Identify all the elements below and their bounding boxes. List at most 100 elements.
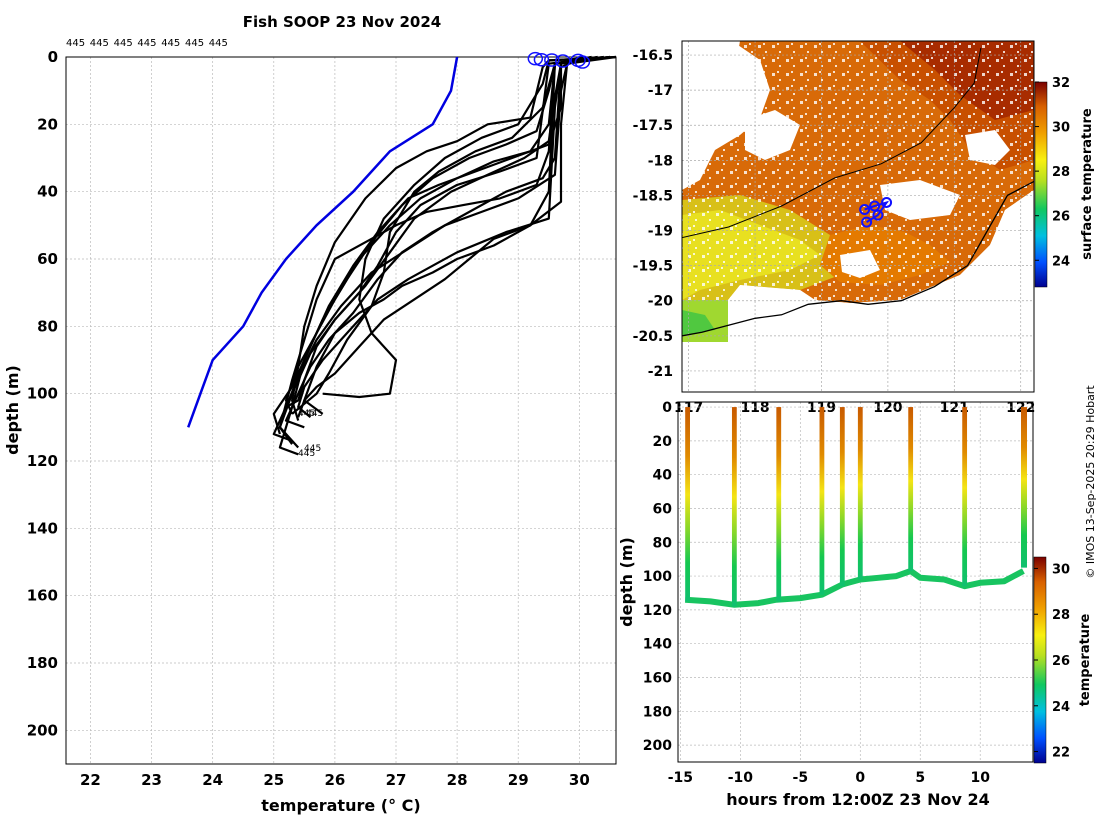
cast-location-marker: [859, 203, 871, 215]
top-cast-label: 445: [137, 38, 156, 49]
left-chart-title: Fish SOOP 23 Nov 2024: [243, 13, 441, 31]
cast-location-marker: [861, 216, 873, 228]
map-y-tick-label: -19: [648, 224, 673, 240]
cast-profile-bar: [685, 407, 690, 602]
left-y-tick-label: 160: [27, 587, 58, 605]
map-track-markers: [859, 196, 893, 228]
left-y-tick-label: 20: [37, 115, 58, 133]
section-y-tick-label: 0: [662, 400, 672, 416]
left-x-tick-label: 30: [569, 771, 590, 789]
temperature-profile-line: [322, 55, 617, 399]
left-x-axis-label: temperature (° C): [261, 796, 420, 815]
left-y-tick-label: 100: [27, 385, 58, 403]
temperature-profile-line: [284, 55, 586, 415]
left-x-tick-label: 24: [202, 771, 223, 789]
top-cast-label: 445: [90, 38, 109, 49]
left-profiles: [187, 51, 617, 456]
temperature-profile-line: [303, 55, 617, 415]
map-y-tick-label: -20.5: [633, 329, 673, 345]
sst-colorbar: [1034, 81, 1048, 288]
map-y-tick-label: -19.5: [633, 259, 673, 275]
left-y-tick-label: 60: [37, 250, 58, 268]
section-x-tick-label: -5: [793, 770, 809, 786]
top-cast-label: 445: [185, 38, 204, 49]
top-cast-label: 445: [114, 38, 133, 49]
surface-marker: [544, 53, 560, 67]
left-axes-frame: [65, 56, 617, 765]
left-y-tick-label: 200: [27, 721, 58, 739]
coastline: [682, 180, 1034, 337]
section-gridlines: [678, 402, 1033, 762]
section-x-tick-label: 10: [970, 770, 990, 786]
map-y-tick-label: -17.5: [633, 118, 673, 134]
sst-colorbar-tick-label: 30: [1052, 121, 1070, 136]
temperature-colorbar-label: temperature: [1078, 614, 1093, 707]
section-y-tick-label: 140: [643, 637, 672, 653]
cast-profile-bar: [819, 407, 825, 595]
temperature-profile-line: [278, 55, 598, 449]
profile-end-label: 445: [298, 409, 315, 419]
section-y-axis-label: depth (m): [617, 537, 636, 627]
temperature-profile-line: [291, 55, 611, 415]
profile-end-label: 445: [304, 444, 321, 454]
left-x-tick-label: 28: [447, 771, 468, 789]
section-y-tick-label: 100: [643, 569, 672, 585]
map-x-tick-label: 118: [740, 400, 769, 416]
map-axes-frame: [681, 40, 1035, 393]
temperature-colorbar-tick-label: 26: [1052, 654, 1070, 669]
section-x-tick-label: -15: [668, 770, 693, 786]
sst-map-panel: 117118119120121122-16.5-17-17.5-18-18.5-…: [633, 40, 1095, 416]
section-casts: [684, 407, 1028, 608]
section-y-tick-label: 20: [653, 434, 673, 450]
cast-profile-bar: [839, 407, 845, 587]
left-x-tick-label: 25: [263, 771, 284, 789]
section-axes-frame: [677, 401, 1034, 763]
map-x-tick-label: 122: [1006, 400, 1035, 416]
left-gridlines: [66, 56, 616, 764]
left-y-axis-label: depth (m): [3, 365, 22, 455]
temperature-profile-line: [285, 55, 604, 409]
section-panel: -15 -10 -5 0 5 10020406080100120140160180200 …: [617, 400, 1093, 809]
left-tick-labels: 22 23 24 25 26 27 28 29 30 0 20 40 60 80 100 120 140 160 1…: [27, 48, 590, 789]
map-y-tick-label: -16.5: [633, 48, 673, 64]
map-x-tick-label: 120: [873, 400, 902, 416]
section-y-tick-label: 160: [643, 670, 672, 686]
left-x-tick-label: 27: [386, 771, 407, 789]
temperature-profile-line: [297, 55, 592, 418]
temperature-colorbar-tick-label: 28: [1052, 608, 1070, 623]
section-y-tick-label: 60: [653, 501, 673, 517]
section-y-tick-label: 180: [643, 704, 672, 720]
top-cast-label: 445: [161, 38, 180, 49]
cast-profile-bar: [1021, 407, 1028, 568]
profile-end-label: 445: [306, 409, 323, 419]
surface-marker: [533, 52, 550, 67]
top-cast-label: 445: [66, 38, 85, 49]
map-x-tick-label: 121: [940, 400, 969, 416]
map-lines: [682, 47, 1034, 337]
cast-location-marker: [869, 200, 881, 212]
left-y-tick-label: 80: [37, 317, 58, 335]
section-y-tick-label: 80: [653, 535, 673, 551]
left-y-tick-label: 0: [48, 48, 58, 66]
map-y-tick-label: -18.5: [633, 188, 673, 204]
bathymetry-contour: [682, 47, 982, 239]
sst-field: [682, 41, 1034, 392]
imos-credit: © IMOS 13-Sep-2025 20:29 Hobart: [1084, 385, 1097, 579]
left-x-tick-label: 22: [80, 771, 101, 789]
left-y-tick-label: 120: [27, 452, 58, 470]
section-x-axis-label: hours from 12:00Z 23 Nov 24: [726, 790, 989, 809]
cast-location-marker: [881, 196, 893, 208]
cast-profile-bar: [908, 407, 914, 572]
reference-profile-line: [187, 56, 459, 428]
sst-colorbar-tick-label: 28: [1052, 165, 1070, 180]
temperature-colorbar-tick-label: 24: [1052, 700, 1070, 715]
surface-marker: [574, 55, 591, 69]
sst-colorbar-tick-label: 26: [1052, 210, 1070, 225]
temperature-profile-line: [284, 55, 611, 429]
map-gridlines: [682, 41, 1034, 392]
sst-colorbar-label: surface temperature: [1080, 108, 1095, 260]
cast-profile-bar: [776, 407, 782, 602]
section-y-tick-label: 200: [643, 738, 672, 754]
